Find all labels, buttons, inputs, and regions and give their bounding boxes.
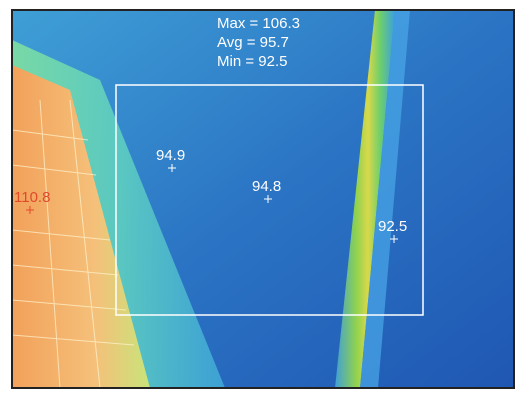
- spot-label: 94.9: [156, 147, 185, 164]
- stat-max: Max = 106.3: [217, 15, 300, 32]
- page: Max = 106.3 Avg = 95.7 Min = 92.5 94.9 94…: [0, 0, 526, 393]
- spot-label: 92.5: [378, 218, 407, 235]
- spot-label: 110.8: [14, 189, 50, 206]
- stat-min: Min = 92.5: [217, 53, 287, 70]
- spot-label: 94.8: [252, 178, 281, 195]
- thermal-view: Max = 106.3 Avg = 95.7 Min = 92.5 94.9 94…: [0, 0, 526, 393]
- stat-avg: Avg = 95.7: [217, 34, 289, 51]
